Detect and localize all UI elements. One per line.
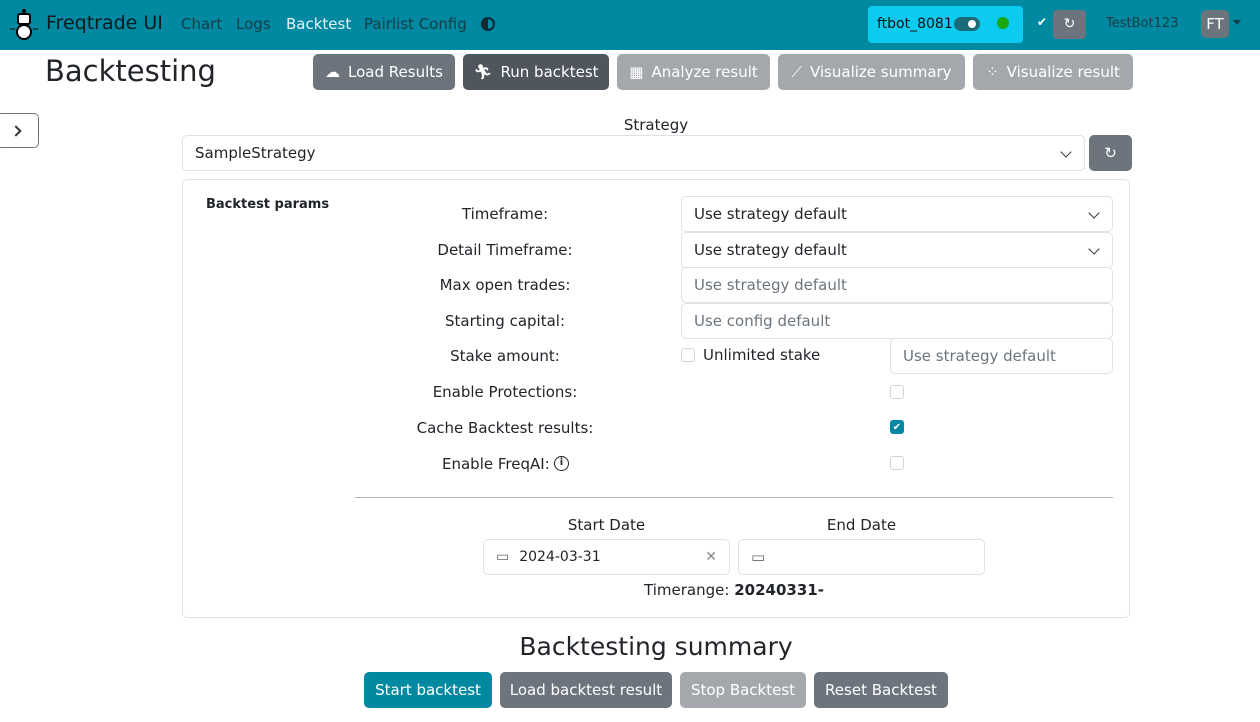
bot-toggle[interactable] [954,17,980,31]
timeframe-select[interactable]: Use strategy default [681,196,1113,232]
run-backtest-button[interactable]: 🏃︎ Run backtest [463,54,609,90]
info-icon[interactable]: i [554,456,569,471]
calendar-icon: ▭ [751,548,766,566]
enable-freqai-label: Enable FreqAI: [442,455,550,473]
nav-logs[interactable]: Logs [236,15,271,33]
cloud-download-icon: ☁ [325,63,341,81]
enable-protections-checkbox[interactable] [890,385,904,399]
label: Visualize summary [809,63,952,81]
table-icon: ▦ [629,63,644,81]
backtest-params-card [182,179,1130,618]
visualize-result-button[interactable]: ⁘ Visualize result [973,54,1133,90]
sidebar-toggle-button[interactable] [0,113,39,148]
end-date-label: End Date [826,516,897,534]
timerange-value: 20240331- [734,581,824,599]
cache-results-label: Cache Backtest results: [416,419,594,437]
avatar[interactable]: FT [1201,10,1229,38]
end-date-input[interactable]: ▭ [738,539,985,575]
label: Load Results [348,63,443,81]
starting-capital-label: Starting capital: [444,312,566,330]
cache-results-checkbox[interactable]: ✔ [890,420,904,434]
strategy-value: SampleStrategy [195,144,316,162]
start-date-input[interactable]: ▭ 2024-03-31 ✕ [483,539,730,575]
detail-timeframe-select[interactable]: Use strategy default [681,232,1113,268]
load-backtest-result-button[interactable]: Load backtest result [500,672,672,708]
page-title: Backtesting [45,54,216,88]
chevron-down-icon [1060,146,1072,158]
nav-pairlist-config[interactable]: Pairlist Config [364,15,467,33]
top-navbar: Freqtrade UI Chart Logs Backtest Pairlis… [0,0,1260,50]
placeholder: Use strategy default [694,276,847,294]
reload-strategies-button[interactable]: ↻ [1089,135,1132,171]
freqtrade-logo-icon [10,9,38,40]
placeholder: Use config default [694,312,831,330]
chevron-down-icon [1088,207,1100,219]
theme-toggle-icon[interactable] [480,16,496,32]
enable-protections-label: Enable Protections: [432,383,578,401]
nav-chart[interactable]: Chart [181,15,223,33]
visualize-summary-button[interactable]: ⟋ Visualize summary [778,54,965,90]
chart-scatter-icon: ⁘ [986,63,999,81]
clear-icon[interactable]: ✕ [705,549,717,565]
stop-backtest-button[interactable]: Stop Backtest [680,672,806,708]
detail-timeframe-value: Use strategy default [694,241,847,259]
unlimited-stake-checkbox[interactable] [681,348,695,362]
max-open-trades-label: Max open trades: [439,276,571,294]
label: Visualize result [1006,63,1120,81]
strategy-label: Strategy [623,116,689,134]
run-icon: 🏃︎ [473,63,493,81]
chevron-right-icon [10,125,22,137]
label: Run backtest [500,63,599,81]
stake-amount-input[interactable]: Use strategy default [890,338,1113,374]
start-date-value: 2024-03-31 [519,549,601,565]
stake-amount-label: Stake amount: [450,347,560,365]
timeframe-value: Use strategy default [694,205,847,223]
strategy-select[interactable]: SampleStrategy [182,135,1085,171]
max-open-trades-input[interactable]: Use strategy default [681,267,1113,303]
bot-status-dot [997,17,1009,29]
chevron-down-icon[interactable] [1233,20,1241,29]
reset-backtest-button[interactable]: Reset Backtest [814,672,948,708]
unlimited-stake-label: Unlimited stake [703,346,821,364]
timeframe-label: Timeframe: [461,205,549,223]
starting-capital-input[interactable]: Use config default [681,303,1113,339]
bot-selector[interactable]: ftbot_8081 [868,6,1023,43]
summary-title: Backtesting summary [519,632,793,661]
detail-timeframe-label: Detail Timeframe: [437,241,573,259]
timerange-label: Timerange: [644,581,730,599]
params-heading: Backtest params [206,197,330,212]
nav-backtest[interactable]: Backtest [286,15,352,33]
check-icon: ✔ [1037,15,1048,29]
analyze-result-button[interactable]: ▦ Analyze result [617,54,770,90]
calendar-icon: ▭ [496,549,510,565]
start-backtest-button[interactable]: Start backtest [364,672,492,708]
refresh-button[interactable]: ↻ [1053,10,1086,39]
load-results-button[interactable]: ☁ Load Results [313,54,455,90]
placeholder: Use strategy default [903,347,1056,365]
start-date-label: Start Date [567,516,646,534]
bot-name: ftbot_8081 [877,16,953,32]
divider [355,497,1113,498]
refresh-icon: ↻ [1104,144,1117,162]
timerange: Timerange: 20240331- [483,581,985,599]
enable-freqai-checkbox[interactable] [890,456,904,470]
chevron-down-icon [1088,243,1100,255]
label: Analyze result [651,63,758,81]
user-name[interactable]: TestBot123 [1106,16,1179,31]
brand-title[interactable]: Freqtrade UI [46,12,163,34]
chart-line-icon: ⟋ [791,63,802,81]
